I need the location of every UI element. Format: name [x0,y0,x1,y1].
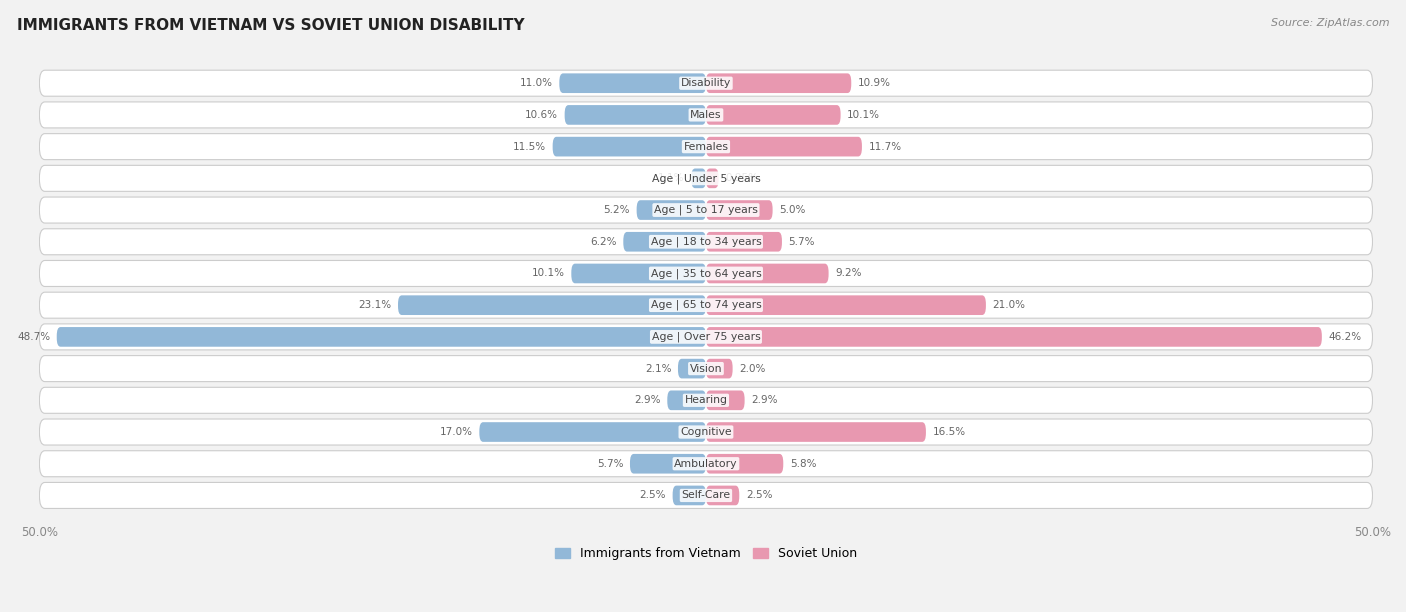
Text: 11.7%: 11.7% [869,141,901,152]
FancyBboxPatch shape [637,200,706,220]
Text: 11.5%: 11.5% [513,141,546,152]
FancyBboxPatch shape [706,73,851,93]
Text: 6.2%: 6.2% [591,237,617,247]
FancyBboxPatch shape [39,292,1372,318]
FancyBboxPatch shape [39,133,1372,160]
Text: 2.9%: 2.9% [634,395,661,405]
FancyBboxPatch shape [630,454,706,474]
Text: 16.5%: 16.5% [932,427,966,437]
FancyBboxPatch shape [706,232,782,252]
Text: Hearing: Hearing [685,395,727,405]
FancyBboxPatch shape [623,232,706,252]
Text: Self-Care: Self-Care [682,490,731,501]
Text: 5.2%: 5.2% [603,205,630,215]
FancyBboxPatch shape [39,102,1372,128]
FancyBboxPatch shape [706,454,783,474]
FancyBboxPatch shape [560,73,706,93]
Text: Ambulatory: Ambulatory [675,459,738,469]
Text: Age | Under 5 years: Age | Under 5 years [651,173,761,184]
FancyBboxPatch shape [692,168,706,188]
Text: 10.1%: 10.1% [531,269,565,278]
Text: 10.1%: 10.1% [848,110,880,120]
Text: Age | 5 to 17 years: Age | 5 to 17 years [654,205,758,215]
Text: Females: Females [683,141,728,152]
FancyBboxPatch shape [706,264,828,283]
FancyBboxPatch shape [706,168,718,188]
Text: Age | Over 75 years: Age | Over 75 years [651,332,761,342]
Text: 46.2%: 46.2% [1329,332,1361,342]
FancyBboxPatch shape [706,137,862,157]
FancyBboxPatch shape [39,356,1372,382]
Text: 10.9%: 10.9% [858,78,891,88]
FancyBboxPatch shape [39,482,1372,509]
Text: 5.8%: 5.8% [790,459,817,469]
Text: Age | 35 to 64 years: Age | 35 to 64 years [651,268,761,278]
FancyBboxPatch shape [571,264,706,283]
FancyBboxPatch shape [672,485,706,506]
FancyBboxPatch shape [706,390,745,410]
Text: Males: Males [690,110,721,120]
FancyBboxPatch shape [39,324,1372,350]
FancyBboxPatch shape [706,200,773,220]
Text: 11.0%: 11.0% [520,78,553,88]
FancyBboxPatch shape [39,450,1372,477]
Text: 21.0%: 21.0% [993,300,1025,310]
FancyBboxPatch shape [706,296,986,315]
Text: 23.1%: 23.1% [359,300,391,310]
Text: 2.5%: 2.5% [747,490,772,501]
Text: 5.0%: 5.0% [779,205,806,215]
Text: 10.6%: 10.6% [524,110,558,120]
FancyBboxPatch shape [565,105,706,125]
Text: Source: ZipAtlas.com: Source: ZipAtlas.com [1271,18,1389,28]
FancyBboxPatch shape [39,387,1372,413]
FancyBboxPatch shape [39,165,1372,192]
Text: 2.5%: 2.5% [640,490,666,501]
Text: 17.0%: 17.0% [440,427,472,437]
FancyBboxPatch shape [706,359,733,378]
Text: IMMIGRANTS FROM VIETNAM VS SOVIET UNION DISABILITY: IMMIGRANTS FROM VIETNAM VS SOVIET UNION … [17,18,524,34]
FancyBboxPatch shape [706,105,841,125]
Text: Vision: Vision [690,364,723,373]
FancyBboxPatch shape [706,422,927,442]
Text: 1.1%: 1.1% [658,173,685,184]
Text: 5.7%: 5.7% [596,459,623,469]
Text: Cognitive: Cognitive [681,427,731,437]
FancyBboxPatch shape [398,296,706,315]
Text: 0.95%: 0.95% [725,173,758,184]
FancyBboxPatch shape [39,419,1372,445]
Text: 2.9%: 2.9% [751,395,778,405]
Text: 48.7%: 48.7% [17,332,51,342]
Text: 5.7%: 5.7% [789,237,815,247]
FancyBboxPatch shape [553,137,706,157]
FancyBboxPatch shape [39,197,1372,223]
Text: Disability: Disability [681,78,731,88]
FancyBboxPatch shape [706,327,1322,347]
Text: Age | 18 to 34 years: Age | 18 to 34 years [651,236,761,247]
FancyBboxPatch shape [706,485,740,506]
FancyBboxPatch shape [39,70,1372,96]
Text: Age | 65 to 74 years: Age | 65 to 74 years [651,300,761,310]
Text: 9.2%: 9.2% [835,269,862,278]
FancyBboxPatch shape [668,390,706,410]
FancyBboxPatch shape [56,327,706,347]
Text: 2.0%: 2.0% [740,364,766,373]
FancyBboxPatch shape [39,229,1372,255]
FancyBboxPatch shape [479,422,706,442]
Legend: Immigrants from Vietnam, Soviet Union: Immigrants from Vietnam, Soviet Union [550,542,862,565]
FancyBboxPatch shape [678,359,706,378]
FancyBboxPatch shape [39,261,1372,286]
Text: 2.1%: 2.1% [645,364,671,373]
